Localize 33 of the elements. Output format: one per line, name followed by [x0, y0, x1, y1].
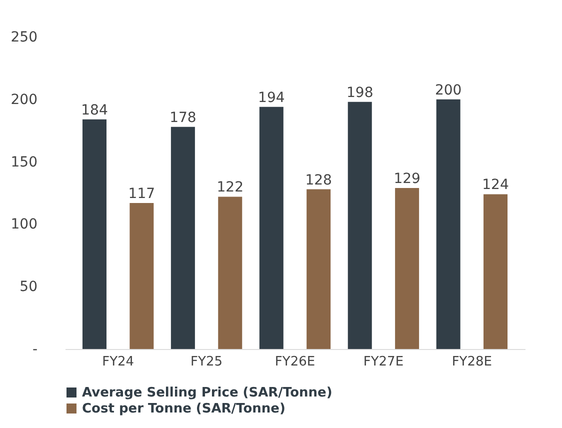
bar: [82, 119, 106, 349]
x-tick-label: FY26E: [274, 354, 316, 370]
legend-label: Average Selling Price (SAR/Tonne): [82, 386, 332, 400]
bar: [170, 126, 195, 349]
bar: [259, 106, 284, 349]
y-tick-label: 250: [10, 30, 38, 46]
data-label: 194: [258, 90, 285, 106]
data-label: 129: [394, 171, 420, 188]
bar: [348, 102, 372, 349]
data-label: 198: [346, 84, 374, 101]
data-label: 117: [128, 186, 156, 202]
data-label: 122: [216, 180, 244, 196]
y-tick-label: 150: [10, 154, 38, 170]
bar: [484, 194, 508, 349]
data-label: 128: [305, 172, 332, 188]
bar: [306, 189, 331, 349]
bar: [218, 196, 242, 349]
y-tick-label: -: [32, 342, 38, 358]
legend-label: Cost per Tonne (SAR/Tonne): [82, 402, 286, 416]
y-tick-label: 100: [10, 216, 38, 233]
y-tick-label: 50: [20, 279, 38, 296]
x-tick-label: FY27E: [363, 354, 404, 370]
y-tick-label: 200: [10, 92, 38, 108]
x-tick-label: FY28E: [452, 354, 492, 370]
bar: [436, 99, 460, 349]
data-label: 200: [434, 82, 462, 98]
bar: [130, 202, 154, 349]
x-tick-label: FY25: [190, 354, 223, 370]
x-tick-label: FY24: [102, 354, 134, 370]
data-label: 184: [81, 102, 108, 118]
data-label: 124: [482, 177, 509, 194]
bar: [395, 188, 420, 349]
data-label: 178: [170, 110, 196, 126]
